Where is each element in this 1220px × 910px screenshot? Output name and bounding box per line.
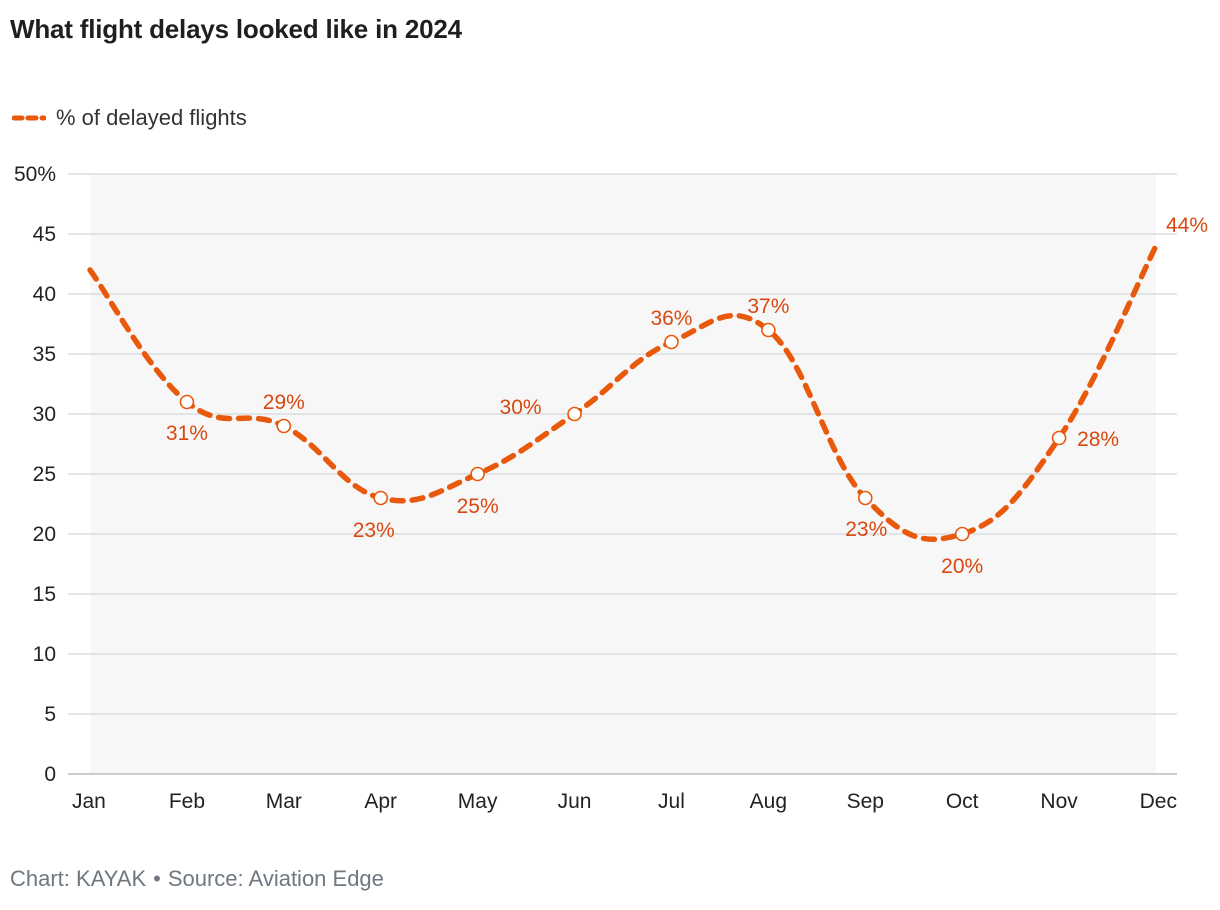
y-tick-label: 35: [33, 343, 56, 366]
x-tick-label: Aug: [750, 790, 787, 813]
y-tick-label: 30: [33, 403, 56, 426]
series-line: [87, 243, 1159, 542]
data-label: 23%: [353, 519, 395, 542]
data-label: 29%: [263, 391, 305, 414]
x-tick-label: May: [458, 790, 498, 813]
data-point-marker: [179, 394, 195, 410]
x-tick-label: Feb: [169, 790, 205, 813]
x-tick-label: Nov: [1040, 790, 1078, 813]
data-point-marker: [1051, 430, 1067, 446]
data-point-marker: [954, 526, 970, 542]
line-chart: 0 5 10 15 20 25 30 35 40 45 50% Jan Feb Mar Apr May Jun J…: [14, 163, 1208, 813]
y-tick-label: 10: [33, 643, 56, 666]
legend-swatch-dashed-line: [12, 115, 46, 121]
data-label: 20%: [941, 555, 983, 578]
data-label: 23%: [845, 518, 887, 541]
footer-credit: Chart: KAYAK: [10, 866, 147, 891]
x-tick-label: Jun: [558, 790, 592, 813]
data-label: 30%: [500, 396, 542, 419]
x-tick-label: Oct: [946, 790, 979, 813]
footer-separator: •: [153, 866, 161, 891]
x-tick-label: Apr: [364, 790, 397, 813]
x-tick-label: Sep: [847, 790, 884, 813]
y-tick-label: 0: [44, 763, 56, 786]
y-tick-label: 5: [44, 703, 56, 726]
x-tick-label: Mar: [266, 790, 302, 813]
data-point-marker: [664, 334, 679, 350]
y-tick-label: 20: [33, 523, 56, 546]
data-label: 36%: [650, 307, 692, 330]
data-label: 44%: [1166, 214, 1208, 237]
data-label: 37%: [747, 295, 789, 318]
x-tick-label: Jan: [72, 790, 106, 813]
y-tick-label: 25: [33, 463, 56, 486]
chart-footer: Chart: KAYAK • Source: Aviation Edge: [10, 866, 384, 892]
data-point-marker: [857, 490, 873, 506]
x-tick-label: Jul: [658, 790, 685, 813]
data-point-marker: [567, 406, 582, 422]
y-tick-label: 15: [33, 583, 56, 606]
chart-title: What flight delays looked like in 2024: [10, 14, 462, 44]
y-tick-label: 50%: [14, 163, 56, 186]
data-point-marker: [276, 418, 292, 434]
data-point-marker: [470, 466, 485, 482]
data-point-marker: [761, 322, 776, 338]
data-label: 28%: [1077, 428, 1119, 451]
y-tick-label: 40: [33, 283, 56, 306]
data-label: 25%: [457, 495, 499, 518]
x-tick-label: Dec: [1140, 790, 1177, 813]
chart-legend: % of delayed flights: [12, 104, 247, 132]
data-label: 31%: [166, 422, 208, 445]
footer-source: Source: Aviation Edge: [167, 866, 384, 891]
data-point-marker: [373, 490, 389, 506]
legend-label: % of delayed flights: [56, 105, 247, 130]
y-tick-label: 45: [33, 223, 56, 246]
